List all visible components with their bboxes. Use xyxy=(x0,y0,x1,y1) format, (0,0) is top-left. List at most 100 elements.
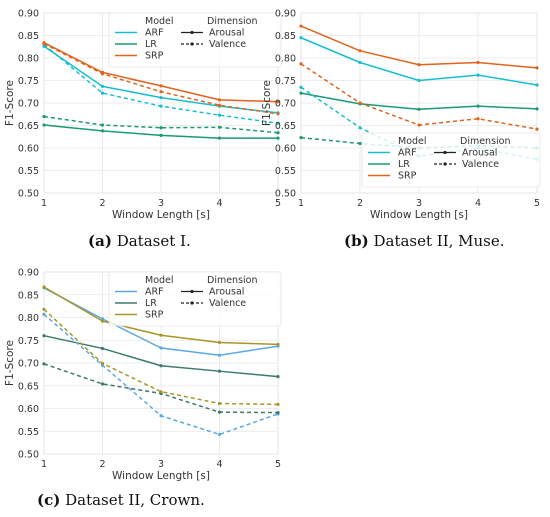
x-tick-label: 3 xyxy=(158,198,164,209)
data-point xyxy=(476,117,480,121)
x-axis-label: Window Length [s] xyxy=(370,209,468,221)
data-point xyxy=(42,123,46,127)
y-axis-label: F1-Score xyxy=(261,80,273,126)
data-point xyxy=(159,84,163,88)
chart-b: 0.50 0.55 0.60 0.65 0.70 0.75 0.80 0.85 0.90 1 2 3 4… xyxy=(261,9,541,221)
y-tick-label: 0.65 xyxy=(18,381,39,392)
data-point xyxy=(476,73,480,77)
data-point xyxy=(535,83,539,87)
x-tick-label: 2 xyxy=(99,459,105,470)
data-point xyxy=(159,333,163,337)
data-point xyxy=(358,141,362,146)
data-point xyxy=(217,353,222,357)
y-tick-label: 0.70 xyxy=(18,99,39,110)
legend-item-arf: ARF xyxy=(145,287,164,298)
data-point xyxy=(217,98,222,102)
x-tick-label: 4 xyxy=(475,198,481,209)
data-point xyxy=(299,136,303,140)
data-point xyxy=(217,125,222,129)
data-point xyxy=(276,410,280,415)
x-tick-label: 5 xyxy=(275,198,281,209)
y-tick-label: 0.60 xyxy=(18,144,39,155)
legend-item-valence: Valence xyxy=(209,298,246,309)
data-point xyxy=(276,375,280,379)
legend-marker-arousal xyxy=(190,30,194,35)
data-point xyxy=(417,107,421,111)
y-tick-label: 0.50 xyxy=(275,189,296,200)
data-point xyxy=(358,60,362,65)
x-tick-label: 1 xyxy=(41,198,47,209)
data-point xyxy=(476,104,480,108)
y-tick-label: 0.55 xyxy=(18,427,39,438)
legend-item-srp: SRP xyxy=(398,171,417,182)
y-tick-label: 0.80 xyxy=(18,313,39,324)
legend-item-lr: LR xyxy=(145,298,157,309)
y-tick-label: 0.70 xyxy=(18,359,39,370)
data-point xyxy=(417,123,421,127)
y-tick-label: 0.70 xyxy=(275,99,296,110)
data-point xyxy=(100,382,105,386)
y-tick-label: 0.75 xyxy=(18,76,39,87)
data-point xyxy=(358,101,362,105)
legend-item-arf: ARF xyxy=(145,28,164,39)
data-point xyxy=(276,131,280,135)
legend-box xyxy=(108,271,282,327)
y-tick-label: 0.50 xyxy=(18,450,39,461)
data-point xyxy=(276,121,280,125)
caption-c-text: Dataset II, Crown. xyxy=(65,491,205,509)
data-point xyxy=(159,126,163,130)
caption-b-label: (b) xyxy=(344,232,369,250)
data-point xyxy=(276,136,280,140)
y-tick-label: 0.60 xyxy=(275,144,296,155)
data-point xyxy=(100,84,105,88)
data-point xyxy=(159,346,163,350)
legend-box xyxy=(361,132,541,188)
y-tick-label: 0.75 xyxy=(275,76,296,87)
legend-item-lr: LR xyxy=(398,159,410,170)
data-point xyxy=(42,312,46,316)
y-axis-label: F1-Score xyxy=(4,80,16,126)
data-point xyxy=(42,334,46,338)
legend-item-srp: SRP xyxy=(145,51,164,62)
legend-box xyxy=(108,12,282,68)
caption-a-text: Dataset I. xyxy=(116,232,191,250)
legend-marker-arousal xyxy=(190,289,194,294)
data-point xyxy=(417,78,421,83)
legend-model-title: Model xyxy=(145,16,174,27)
y-tick-label: 0.85 xyxy=(18,290,39,301)
y-tick-label: 0.55 xyxy=(18,166,39,177)
data-point xyxy=(217,113,222,117)
data-point xyxy=(358,49,362,53)
y-tick-label: 0.85 xyxy=(275,31,296,42)
x-axis-label: Window Length [s] xyxy=(112,209,210,221)
legend-item-arousal: Arousal xyxy=(209,28,244,39)
data-point xyxy=(299,91,303,95)
data-point xyxy=(299,24,303,28)
y-tick-label: 0.80 xyxy=(18,54,39,65)
y-tick-label: 0.80 xyxy=(275,54,296,65)
caption-b-text: Dataset II, Muse. xyxy=(373,232,505,250)
data-point xyxy=(159,133,163,137)
legend-dimension-title: Dimension xyxy=(207,275,258,286)
chart-c: 0.50 0.55 0.60 0.65 0.70 0.75 0.80 0.85 0.90 1 2 3 4… xyxy=(4,268,282,482)
data-point xyxy=(100,361,105,366)
legend-model-title: Model xyxy=(398,136,427,147)
legend-marker-valence xyxy=(190,42,194,46)
data-point xyxy=(159,364,163,368)
caption-c: (c) Dataset II, Crown. xyxy=(37,491,205,509)
legend-item-srp: SRP xyxy=(145,310,164,321)
legend-item-arf: ARF xyxy=(398,148,417,159)
y-tick-label: 0.50 xyxy=(18,189,39,200)
caption-a: (a) Dataset I. xyxy=(88,232,191,250)
x-axis-label: Window Length [s] xyxy=(112,470,210,482)
data-point xyxy=(299,62,303,66)
y-tick-label: 0.75 xyxy=(18,336,39,347)
data-point xyxy=(217,410,222,414)
data-point xyxy=(159,104,163,108)
data-point xyxy=(42,285,46,289)
data-point xyxy=(217,432,222,437)
y-axis-label: F1-Score xyxy=(4,340,16,386)
x-tick-label: 1 xyxy=(41,459,47,470)
data-point xyxy=(159,414,163,418)
